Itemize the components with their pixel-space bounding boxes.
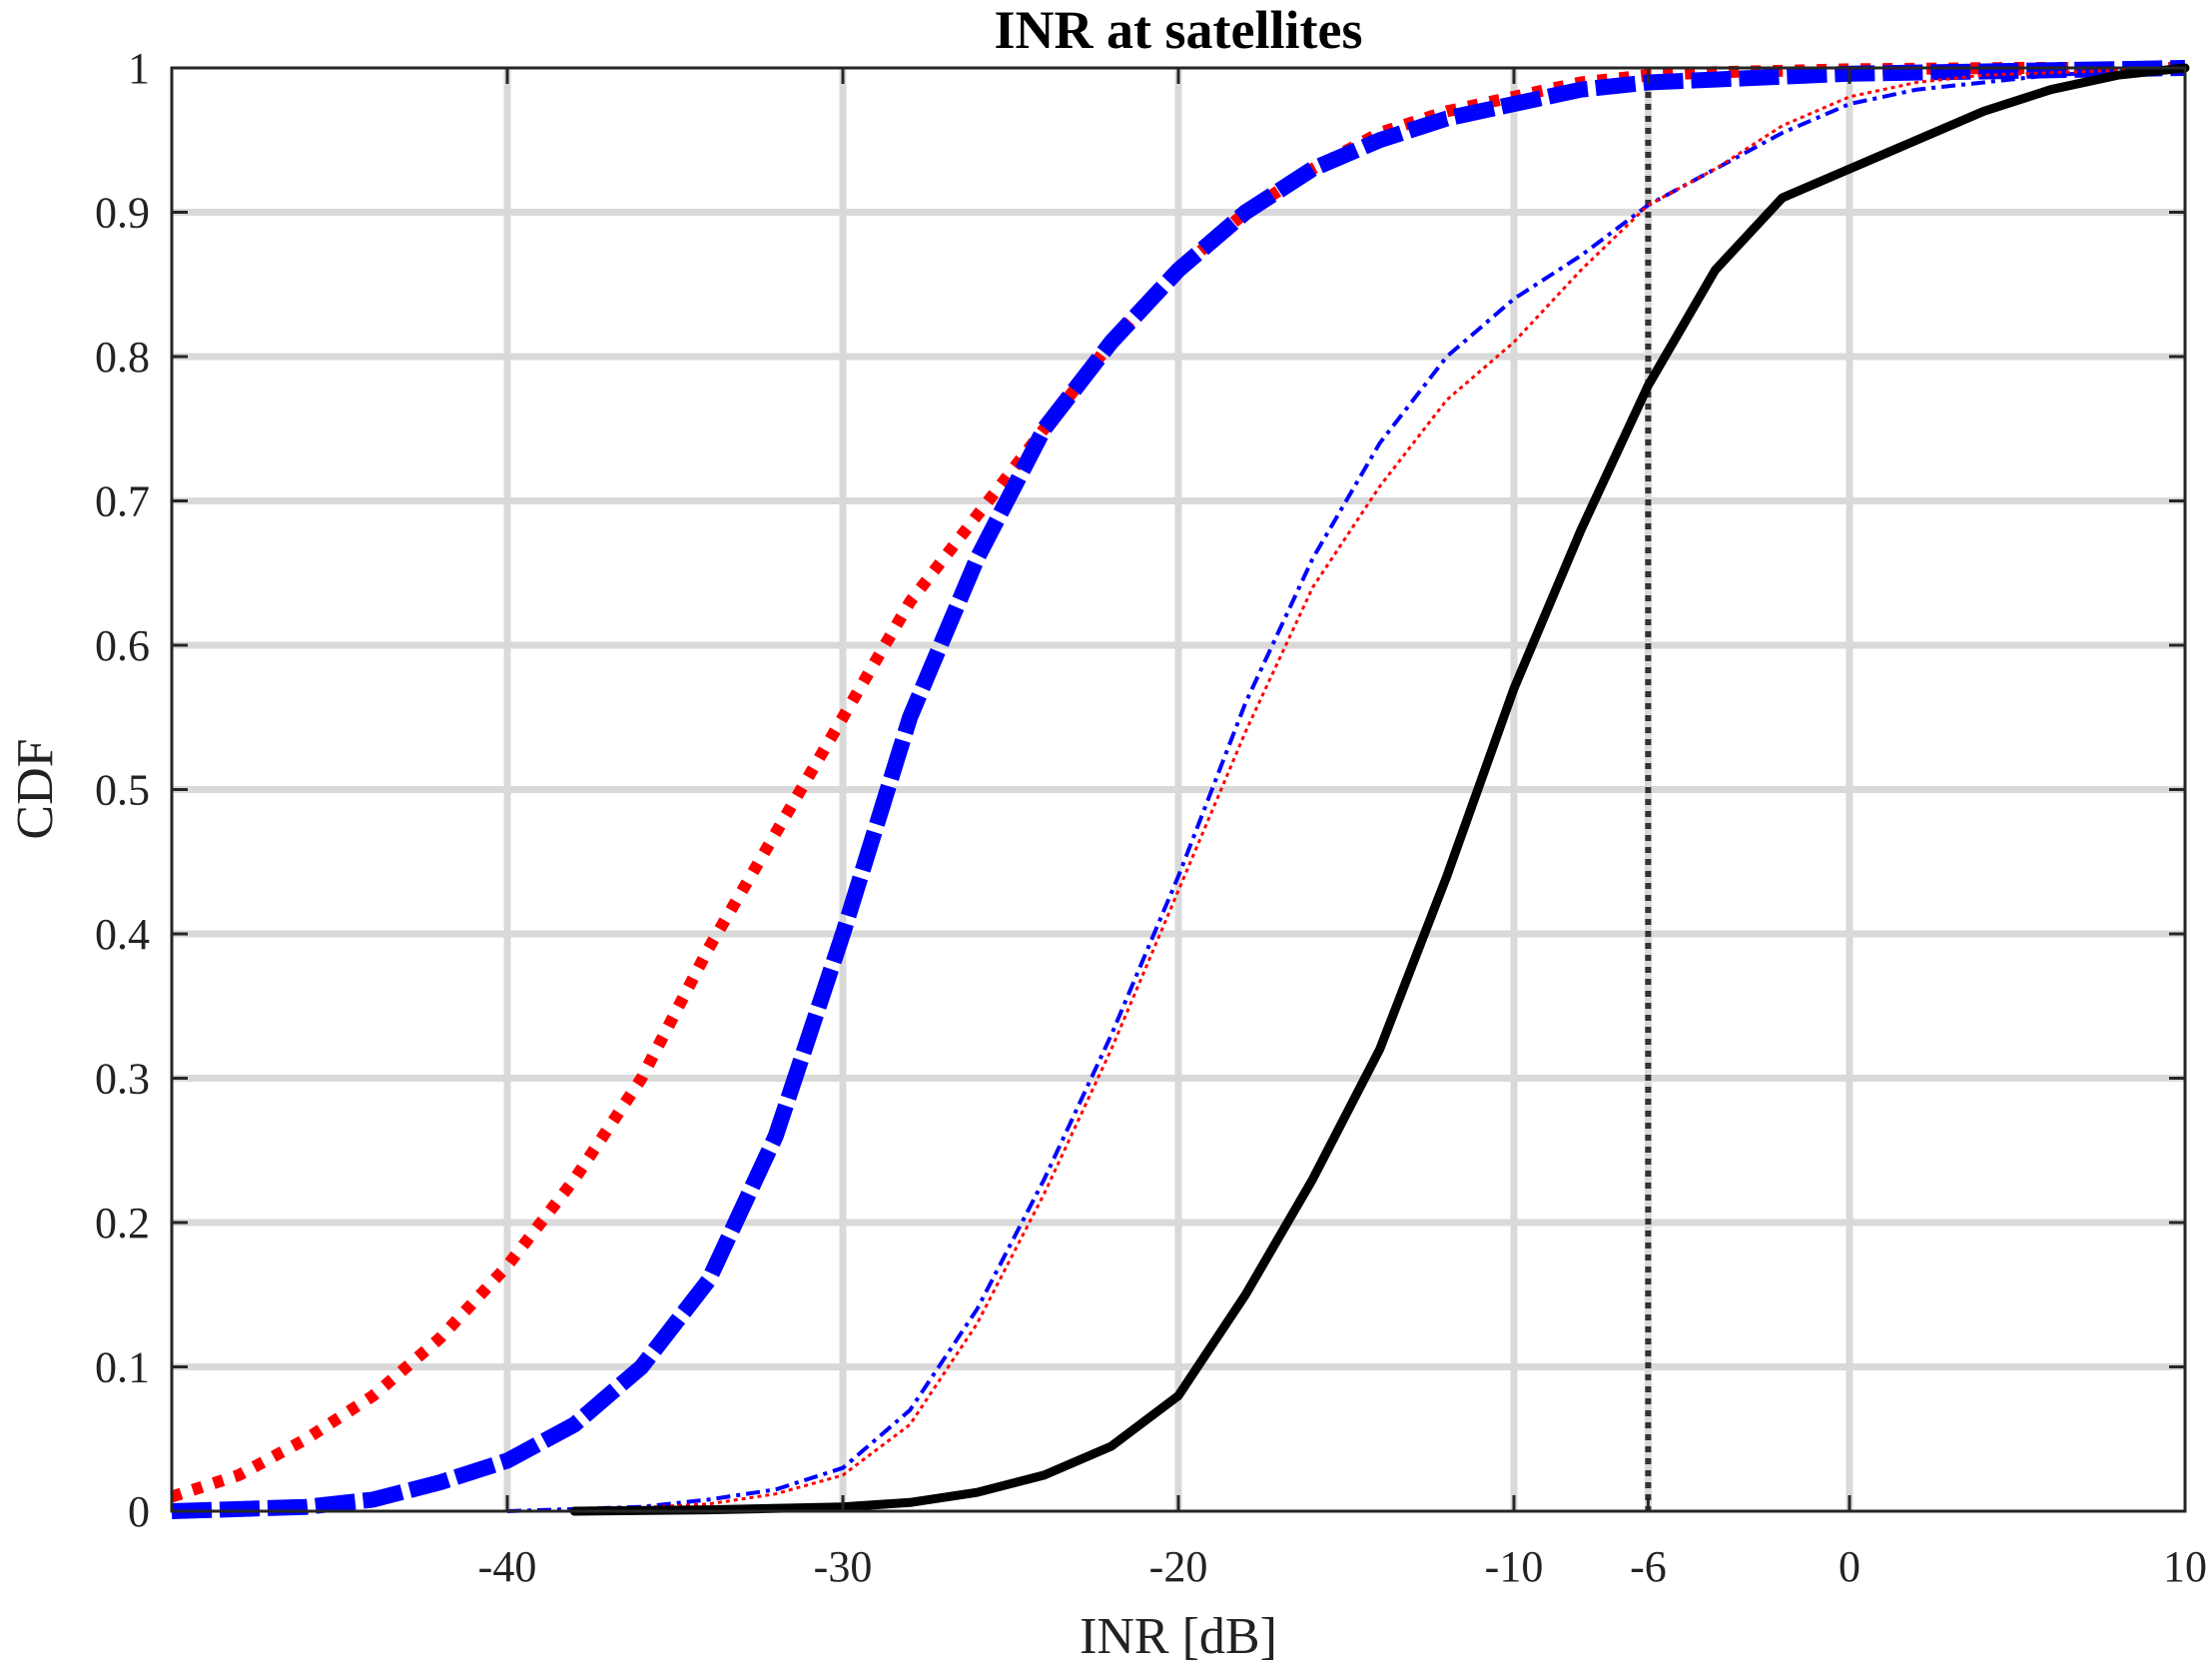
x-tick-label: -20 — [1149, 1542, 1208, 1591]
y-tick-label: 0.2 — [95, 1199, 150, 1248]
y-tick-label: 0.5 — [95, 766, 150, 815]
y-tick-label: 0.1 — [95, 1343, 150, 1392]
y-tick-labels: 0 0.1 0.2 0.3 0.4 0.5 0.6 0.7 0.8 0.9 1 — [95, 44, 150, 1536]
y-tick-label: 0.8 — [95, 333, 150, 382]
x-axis-label: INR [dB] — [1080, 1608, 1277, 1665]
x-tick-label: -30 — [814, 1542, 873, 1591]
y-tick-label: 0.6 — [95, 621, 150, 670]
x-tick-label: -40 — [478, 1542, 537, 1591]
y-tick-label: 0 — [128, 1487, 150, 1536]
grid — [172, 68, 2185, 1511]
series-line-4 — [574, 66, 2186, 1513]
y-tick-label: 0.3 — [95, 1055, 150, 1104]
y-tick-label: 0.4 — [95, 910, 150, 959]
series-line-5 — [569, 63, 2190, 1516]
y-tick-label: 0.9 — [95, 189, 150, 238]
series-line-3 — [506, 66, 2186, 1513]
x-tick-label: 0 — [1839, 1542, 1860, 1591]
ticks — [172, 66, 2187, 1513]
y-axis-label: CDF — [7, 738, 64, 839]
x-tick-label: -10 — [1485, 1542, 1544, 1591]
series-group — [170, 60, 2190, 1519]
x-tick-label: 10 — [2163, 1542, 2207, 1591]
x-tick-label: -6 — [1630, 1542, 1667, 1591]
y-tick-label: 0.7 — [95, 477, 150, 526]
x-tick-labels: -40 -30 -20 -10 -6 0 10 — [478, 1542, 2207, 1591]
series-line-2 — [171, 60, 2186, 1519]
y-tick-label: 1 — [128, 44, 150, 93]
chart-title: INR at satellites — [995, 0, 1363, 60]
